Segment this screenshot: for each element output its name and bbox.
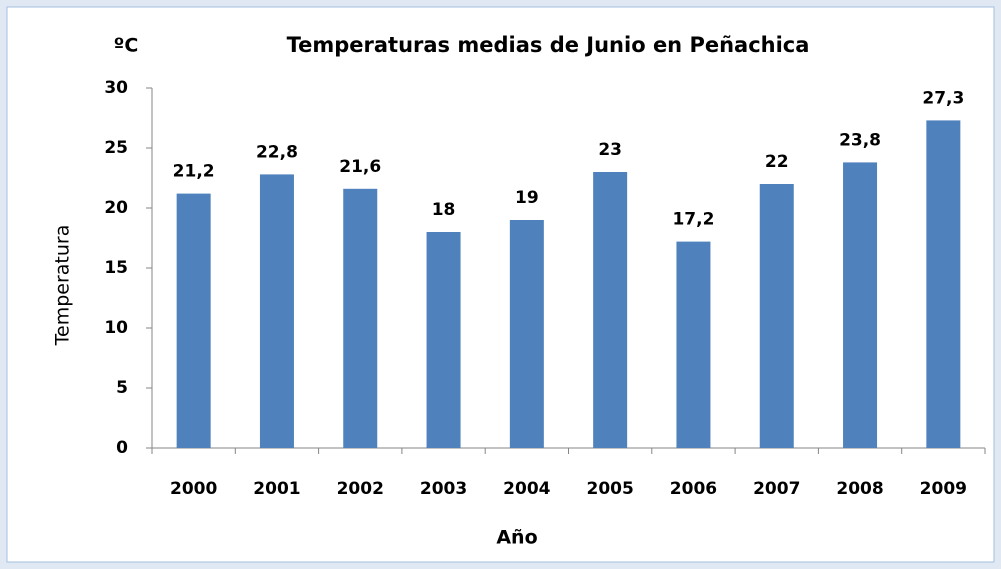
data-label: 27,3 — [922, 88, 964, 108]
x-tick-label: 2008 — [836, 479, 883, 499]
x-tick-label: 2002 — [337, 479, 384, 499]
data-label: 23 — [598, 140, 622, 160]
x-tick-label: 2009 — [920, 479, 967, 499]
data-label: 22 — [765, 152, 789, 172]
y-tick-label: 15 — [104, 258, 128, 278]
x-tick-label: 2006 — [670, 479, 717, 499]
bar — [676, 241, 711, 448]
y-tick-label: 20 — [104, 198, 128, 218]
bar — [593, 172, 628, 448]
bar — [926, 120, 961, 449]
data-label: 19 — [515, 188, 539, 208]
x-tick-label: 2000 — [170, 479, 217, 499]
bar — [426, 232, 461, 448]
data-label: 21,2 — [173, 162, 215, 182]
chart-area — [6, 6, 995, 563]
y-tick-label: 10 — [104, 318, 128, 338]
x-axis-title: Año — [496, 527, 537, 549]
data-label: 18 — [432, 200, 456, 220]
chart-title: Temperaturas medias de Junio en Peñachic… — [287, 33, 810, 57]
x-tick-label: 2005 — [586, 479, 633, 499]
x-tick-label: 2003 — [420, 479, 467, 499]
x-tick-label: 2001 — [253, 479, 300, 499]
data-label: 17,2 — [672, 210, 714, 230]
data-label: 23,8 — [839, 130, 881, 150]
bar — [176, 193, 211, 448]
bar — [509, 220, 544, 448]
bar — [343, 188, 378, 449]
data-label: 21,6 — [339, 157, 381, 177]
y-tick-label: 5 — [116, 378, 128, 398]
y-tick-label: 25 — [104, 138, 128, 158]
x-tick-label: 2004 — [503, 479, 550, 499]
unit-label: ºC — [114, 35, 139, 57]
data-label: 22,8 — [256, 142, 298, 162]
y-tick-label: 30 — [104, 78, 128, 98]
bar — [759, 184, 794, 448]
bar — [843, 162, 878, 448]
x-tick-label: 2007 — [753, 479, 800, 499]
y-axis-title: Temperatura — [52, 225, 74, 347]
bar — [259, 174, 294, 448]
y-tick-label: 0 — [116, 438, 128, 458]
